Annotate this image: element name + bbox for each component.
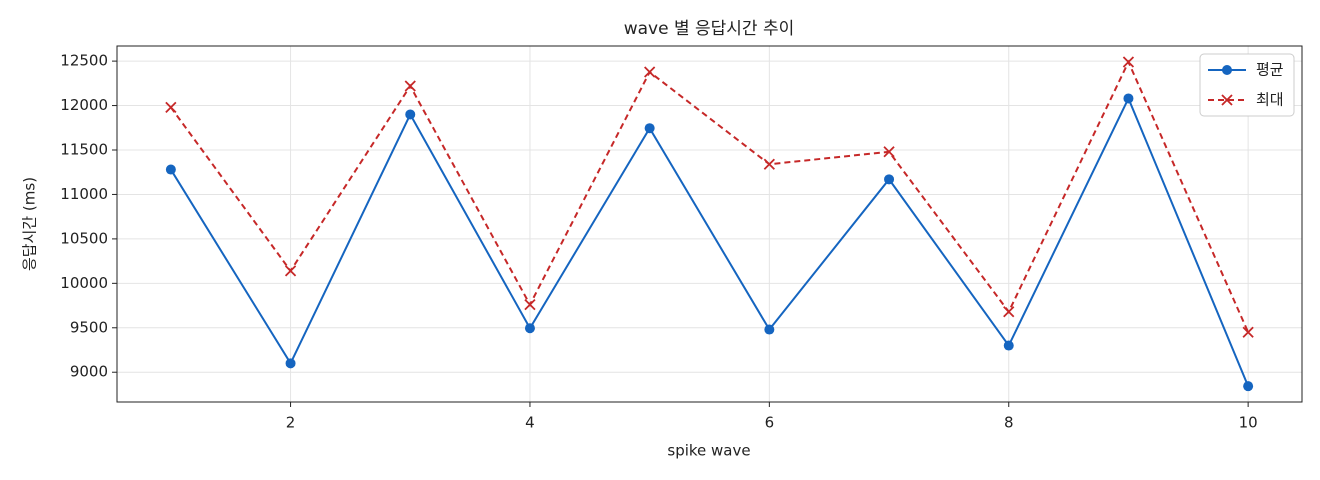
point <box>1242 326 1254 338</box>
legend-label: 최대 <box>1256 91 1284 109</box>
point <box>763 158 775 170</box>
point <box>644 123 655 134</box>
x-tick-label: 2 <box>286 414 296 432</box>
point <box>524 299 536 311</box>
chart-title: wave 별 응답시간 추이 <box>624 19 795 39</box>
point <box>285 358 296 369</box>
plot-frame <box>116 45 1303 403</box>
x-axis-label: spike wave <box>667 442 750 460</box>
y-tick-label: 11000 <box>60 185 108 203</box>
point <box>404 80 416 92</box>
series-line <box>170 96 1250 387</box>
point <box>764 324 775 335</box>
legend-marker <box>1222 65 1232 75</box>
legend-marker <box>1221 94 1233 106</box>
y-tick-label: 10000 <box>60 274 108 292</box>
x-tick-label: 6 <box>765 414 775 432</box>
point <box>1122 56 1135 68</box>
point <box>284 265 297 277</box>
y-tick-label: 10500 <box>60 229 108 247</box>
y-tick-label: 9500 <box>70 318 108 336</box>
y-tick-label: 12500 <box>60 52 108 70</box>
series-line <box>170 59 1250 333</box>
y-tick-label: 11500 <box>60 141 108 159</box>
point <box>883 146 895 158</box>
point <box>165 164 176 175</box>
point <box>1003 340 1014 351</box>
point <box>1123 93 1134 104</box>
point <box>884 174 895 185</box>
point <box>524 323 535 334</box>
point <box>165 101 177 113</box>
x-tick-label: 8 <box>1004 414 1014 432</box>
point <box>405 109 416 120</box>
point <box>644 66 656 78</box>
y-axis-label: 응답시간 (ms) <box>21 177 39 271</box>
x-tick-label: 10 <box>1239 414 1258 432</box>
point <box>1003 306 1015 318</box>
legend-label: 평균 <box>1256 61 1284 79</box>
x-tick-label: 4 <box>525 414 535 432</box>
y-tick-label: 12000 <box>60 96 108 114</box>
point <box>1243 381 1254 392</box>
y-tick-label: 9000 <box>70 363 108 381</box>
